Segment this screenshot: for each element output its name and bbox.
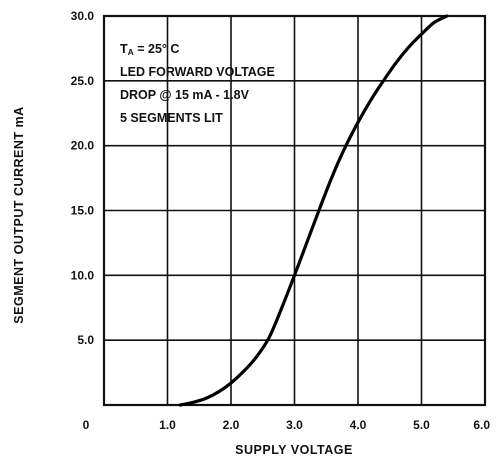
- x-tick-label: 6.0: [473, 418, 490, 432]
- x-tick-label: 4.0: [350, 418, 367, 432]
- x-tick-label: 2.0: [223, 418, 240, 432]
- y-tick-label: 20.0: [71, 139, 95, 153]
- series-line: [178, 14, 449, 407]
- y-tick-label: 15.0: [71, 204, 95, 218]
- y-tick-label: 30.0: [71, 9, 95, 23]
- x-tick-label: 0: [83, 418, 90, 432]
- y-tick-label: 10.0: [71, 268, 95, 282]
- x-tick-label: 5.0: [413, 418, 430, 432]
- x-tick-labels: 0 1.0 2.0 3.0 4.0 5.0 6.0: [83, 418, 491, 432]
- plot-frame: [102, 14, 487, 407]
- annotation-temperature: TA = 25° C: [120, 42, 179, 57]
- annotation-segments: 5 SEGMENTS LIT: [120, 111, 223, 125]
- annotation-box: TA = 25° C LED FORWARD VOLTAGE DROP @ 15…: [120, 42, 275, 125]
- x-axis-label: SUPPLY VOLTAGE: [235, 443, 353, 457]
- x-tick-label: 1.0: [159, 418, 176, 432]
- y-tick-label: 5.0: [77, 333, 94, 347]
- grid-lines: [104, 16, 485, 405]
- x-tick-label: 3.0: [286, 418, 303, 432]
- y-tick-label: 25.0: [71, 74, 95, 88]
- annotation-drop: DROP @ 15 mA - 1.8V: [120, 88, 250, 102]
- y-tick-labels: 5.0 10.0 15.0 20.0 25.0 30.0: [71, 9, 95, 347]
- y-axis-label: SEGMENT OUTPUT CURRENT mA: [12, 106, 26, 323]
- annotation-led-forward: LED FORWARD VOLTAGE: [120, 65, 275, 79]
